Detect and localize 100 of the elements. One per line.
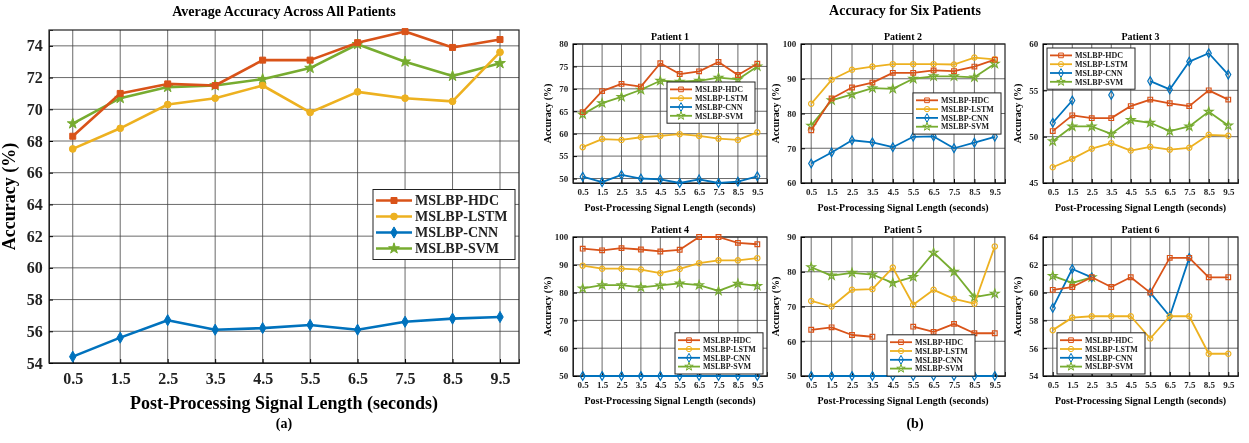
y-tick-label: 56 bbox=[1029, 343, 1039, 354]
y-tick-label: 90 bbox=[787, 74, 797, 85]
y-axis-title: Accuracy (%) bbox=[542, 83, 554, 144]
x-tick-label: 9.5 bbox=[989, 380, 1002, 390]
y-tick-label: 58 bbox=[1029, 315, 1039, 326]
legend-label: MSLBP-HDC bbox=[941, 96, 990, 106]
y-tick-label: 100 bbox=[782, 39, 797, 50]
y-tick-label: 70 bbox=[26, 100, 43, 118]
x-tick-label: 8.5 bbox=[969, 380, 982, 390]
y-tick-label: 54 bbox=[26, 354, 43, 372]
y-tick-label: 60 bbox=[1029, 39, 1039, 50]
y-tick-label: 45 bbox=[1029, 178, 1039, 189]
legend-label: MSLBP-HDC bbox=[415, 193, 499, 209]
x-tick-label: 1.5 bbox=[110, 369, 131, 387]
x-tick-label: 3.5 bbox=[635, 187, 648, 197]
legend-label: MSLBP-LSTM bbox=[1085, 344, 1139, 354]
x-tick-label: 5.5 bbox=[300, 369, 321, 387]
x-tick-label: 8.5 bbox=[732, 380, 745, 390]
y-tick-label: 64 bbox=[1029, 232, 1039, 243]
y-axis-title: Accuracy (%) bbox=[770, 83, 782, 144]
legend-label: MSLBP-CNN bbox=[415, 225, 499, 241]
x-tick-label: 9.5 bbox=[1223, 187, 1235, 197]
y-tick-label: 90 bbox=[787, 232, 797, 243]
y-tick-label: 74 bbox=[26, 37, 43, 55]
x-tick-label: 5.5 bbox=[674, 187, 687, 197]
legend-label: MSLBP-SVM bbox=[695, 111, 744, 121]
y-tick-label: 80 bbox=[787, 108, 797, 119]
chart-title: Patient 3 bbox=[1121, 31, 1160, 42]
x-tick-label: 1.5 bbox=[1067, 380, 1079, 390]
x-axis-title: Post-Processing Signal Length (seconds) bbox=[1054, 202, 1227, 214]
x-axis-title: Post-Processing Signal Length (seconds) bbox=[129, 393, 439, 414]
x-tick-label: 2.5 bbox=[846, 187, 859, 197]
x-tick-label: 6.5 bbox=[928, 380, 941, 390]
x-tick-label: 8.5 bbox=[1203, 380, 1216, 390]
x-axis-title: Post-Processing Signal Length (seconds) bbox=[584, 202, 756, 214]
y-tick-label: 80 bbox=[559, 39, 569, 50]
x-tick-label: 3.5 bbox=[1106, 380, 1118, 390]
legend-label: MSLBP-LSTM bbox=[415, 209, 508, 225]
legend-label: MSLBP-HDC bbox=[1085, 336, 1134, 345]
y-tick-label: 80 bbox=[559, 287, 569, 298]
y-tick-label: 62 bbox=[1029, 260, 1039, 271]
x-tick-label: 8.5 bbox=[1203, 187, 1216, 197]
x-tick-label: 3.5 bbox=[205, 369, 226, 387]
x-tick-label: 7.5 bbox=[1184, 187, 1196, 197]
y-tick-label: 90 bbox=[559, 260, 569, 271]
x-tick-label: 7.5 bbox=[948, 380, 961, 390]
legend-label: MSLBP-CNN bbox=[1085, 353, 1133, 363]
legend-label: MSLBP-CNN bbox=[915, 355, 963, 365]
legend-label: MSLBP-SVM bbox=[415, 241, 499, 257]
x-tick-label: 6.5 bbox=[1164, 380, 1177, 390]
x-tick-label: 9.5 bbox=[1223, 380, 1235, 390]
x-tick-label: 0.5 bbox=[806, 380, 818, 390]
y-tick-label: 55 bbox=[1029, 85, 1039, 96]
y-axis-title: Accuracy (%) bbox=[542, 276, 554, 337]
x-tick-label: 3.5 bbox=[867, 187, 880, 197]
legend-label: MSLBP-SVM bbox=[941, 122, 990, 132]
y-tick-label: 70 bbox=[559, 84, 569, 95]
legend-label: MSLBP-CNN bbox=[1075, 68, 1123, 78]
y-tick-label: 60 bbox=[559, 129, 569, 140]
legend-label: MSLBP-LSTM bbox=[703, 344, 757, 354]
x-tick-label: 8.5 bbox=[732, 187, 745, 197]
y-tick-label: 50 bbox=[559, 173, 569, 184]
text: Accuracy for Six Patients bbox=[829, 3, 982, 18]
x-tick-label: 0.5 bbox=[1047, 187, 1060, 197]
x-tick-label: 9.5 bbox=[989, 187, 1002, 197]
x-tick-label: 7.5 bbox=[395, 369, 416, 387]
x-tick-label: 4.5 bbox=[887, 187, 900, 197]
y-tick-label: 66 bbox=[26, 164, 43, 182]
y-tick-label: 70 bbox=[559, 315, 569, 326]
y-tick-label: 72 bbox=[26, 69, 43, 87]
x-tick-label: 6.5 bbox=[693, 380, 706, 390]
y-tick-label: 100 bbox=[554, 232, 569, 243]
legend-label: MSLBP-LSTM bbox=[915, 346, 969, 356]
x-axis-title: Post-Processing Signal Length (seconds) bbox=[817, 202, 989, 214]
x-tick-label: 0.5 bbox=[577, 187, 590, 197]
legend-label: MSLBP-SVM bbox=[915, 364, 964, 374]
x-tick-label: 2.5 bbox=[158, 369, 179, 387]
y-axis-title: Accuracy (%) bbox=[1012, 276, 1024, 337]
x-tick-label: 2.5 bbox=[846, 380, 859, 390]
legend-label: MSLBP-LSTM bbox=[695, 94, 749, 103]
y-tick-label: 60 bbox=[787, 336, 797, 347]
x-tick-label: 0.5 bbox=[577, 380, 590, 390]
x-axis-title: Post-Processing Signal Length (seconds) bbox=[584, 395, 756, 407]
y-tick-label: 75 bbox=[559, 61, 569, 72]
legend-label: MSLBP-SVM bbox=[1075, 77, 1124, 87]
x-tick-label: 4.5 bbox=[655, 187, 667, 197]
x-tick-label: 1.5 bbox=[596, 187, 609, 197]
chart-title: Patient 4 bbox=[650, 224, 690, 235]
x-tick-label: 8.5 bbox=[443, 369, 464, 387]
y-tick-label: 70 bbox=[787, 301, 797, 312]
y-tick-label: 60 bbox=[559, 343, 569, 354]
x-tick-label: 4.5 bbox=[655, 380, 667, 390]
x-tick-label: 8.5 bbox=[969, 187, 982, 197]
x-tick-label: 0.5 bbox=[63, 369, 84, 387]
legend-label: MSLBP-CNN bbox=[703, 353, 751, 363]
x-tick-label: 0.5 bbox=[806, 187, 818, 197]
y-tick-label: 50 bbox=[787, 371, 797, 382]
x-tick-label: 2.5 bbox=[1086, 380, 1099, 390]
x-tick-label: 6.5 bbox=[348, 369, 369, 387]
y-tick-label: 56 bbox=[26, 322, 43, 340]
